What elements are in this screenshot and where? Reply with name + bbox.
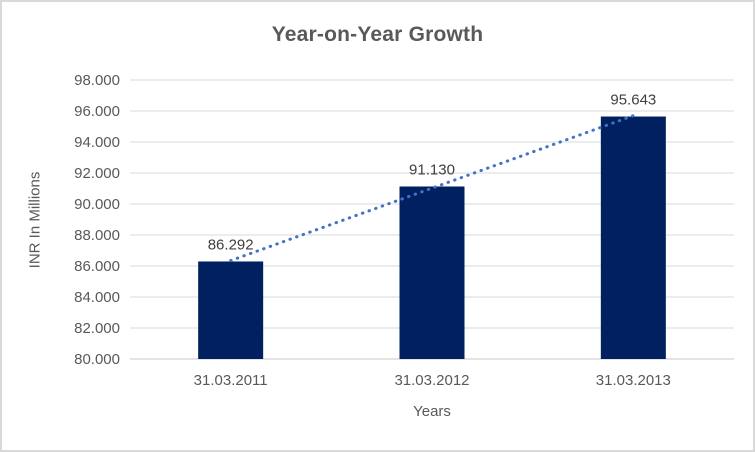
y-tick-label: 98.000 [74,72,120,89]
y-tick-label: 90.000 [74,196,120,213]
y-tick-label: 92.000 [74,165,120,182]
bar-data-label: 91.130 [409,161,455,178]
y-tick-label: 96.000 [74,103,120,120]
y-tick-label: 88.000 [74,227,120,244]
bar-data-label: 95.643 [610,92,656,109]
x-category-label: 31.03.2013 [596,372,671,389]
bar [600,116,666,359]
y-tick-label: 82.000 [74,320,120,337]
y-tick-label: 80.000 [74,351,120,368]
bar [399,186,465,359]
x-category-label: 31.03.2011 [194,372,268,389]
trendline [229,114,635,263]
bar [198,261,264,359]
x-category-label: 31.03.2012 [394,372,469,389]
y-tick-label: 84.000 [74,289,120,306]
chart-title: Year-on-Year Growth [271,23,484,46]
y-tick-label: 94.000 [74,134,120,151]
x-axis-title: Years [413,403,451,420]
bar-data-label: 86.292 [208,236,254,253]
y-tick-label: 86.000 [74,258,120,275]
